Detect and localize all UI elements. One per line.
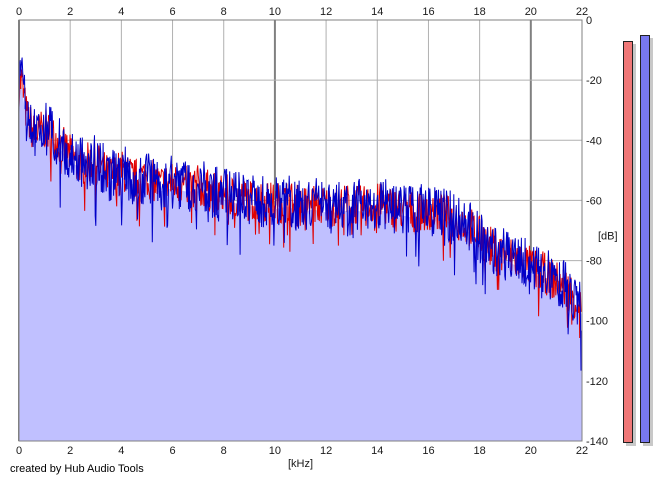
x-tick-label-bottom: 8 <box>221 445 227 457</box>
x-tick-label-top: 12 <box>320 6 332 18</box>
x-tick-label-top: 4 <box>118 6 124 18</box>
x-tick-label-top: 20 <box>525 6 537 18</box>
x-tick-label-bottom: 4 <box>118 445 124 457</box>
level-meter-left <box>623 41 633 443</box>
plot-frame <box>18 19 583 442</box>
x-tick-label-top: 14 <box>371 6 383 18</box>
x-tick-label-bottom: 20 <box>525 445 537 457</box>
right-channel-trace <box>18 57 583 371</box>
y-tick-label: -20 <box>586 75 602 87</box>
x-tick-label-bottom: 16 <box>422 445 434 457</box>
x-tick-label-bottom: 6 <box>169 445 175 457</box>
x-tick-label-top: 16 <box>422 6 434 18</box>
y-tick-label: -60 <box>586 195 602 207</box>
spectrum-fill-area <box>19 86 582 441</box>
x-tick-label-bottom: 12 <box>320 445 332 457</box>
x-tick-label-bottom: 2 <box>67 445 73 457</box>
y-tick-label: -40 <box>586 135 602 147</box>
x-tick-label-bottom: 14 <box>371 445 383 457</box>
x-tick-label-top: 18 <box>474 6 486 18</box>
level-meter-right <box>640 35 650 443</box>
y-tick-label: -80 <box>586 256 602 268</box>
y-tick-label: -100 <box>586 316 608 328</box>
y-tick-label: -120 <box>586 376 608 388</box>
axis-tick-labels: 002244668810101212141416161818202022220-… <box>16 6 608 457</box>
x-tick-label-top: 22 <box>576 6 588 18</box>
x-tick-label-top: 8 <box>221 6 227 18</box>
y-tick-label: -140 <box>586 436 608 448</box>
x-tick-label-top: 0 <box>16 6 22 18</box>
x-tick-label-bottom: 0 <box>16 445 22 457</box>
x-axis-label: [kHz] <box>288 458 313 470</box>
x-tick-label-top: 6 <box>169 6 175 18</box>
x-tick-label-bottom: 10 <box>269 445 281 457</box>
x-tick-label-top: 2 <box>67 6 73 18</box>
spectrum-series <box>18 57 583 371</box>
y-tick-label: 0 <box>586 15 592 27</box>
y-axis-label: [dB] <box>598 231 618 243</box>
x-tick-label-bottom: 18 <box>474 445 486 457</box>
x-tick-label-top: 10 <box>269 6 281 18</box>
credit-text: created by Hub Audio Tools <box>10 463 144 475</box>
x-tick-label-bottom: 22 <box>576 445 588 457</box>
